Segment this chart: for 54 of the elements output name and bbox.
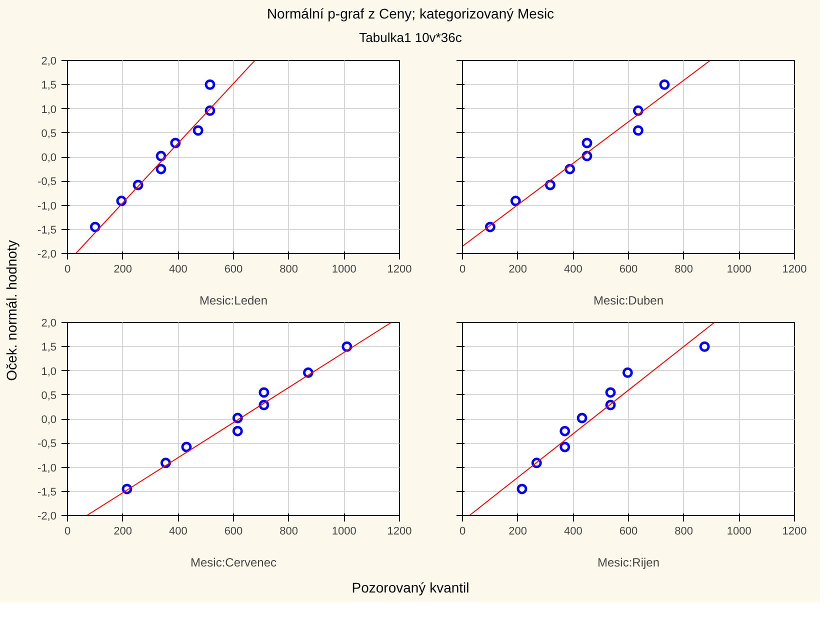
x-tick-label: 200 — [114, 526, 132, 538]
y-tick-label: 0,0 — [41, 152, 57, 164]
x-axis-title: Mesic:Cervenec — [190, 556, 277, 570]
x-tick-label: 0 — [459, 264, 466, 276]
x-tick-label: 1000 — [726, 526, 752, 538]
y-axis-title: Oček. normál. hodnoty — [4, 240, 20, 381]
chart-subtitle: Tabulka1 10v*36c — [359, 30, 462, 45]
y-tick-label: 0,5 — [41, 390, 57, 402]
chart-title: Normální p-graf z Ceny; kategorizovaný Mesic — [266, 6, 554, 22]
y-tick-label: 0,0 — [41, 414, 57, 426]
x-tick-label: 400 — [168, 264, 188, 276]
y-tick-label: -1,0 — [38, 200, 57, 212]
y-tick-label: -0,5 — [38, 176, 57, 188]
y-tick-label: 1,0 — [41, 104, 57, 116]
y-tick-label: 2,0 — [41, 56, 57, 68]
y-tick-label: -1,5 — [38, 224, 57, 236]
x-tick-label: 600 — [224, 264, 243, 276]
y-tick-label: -0,5 — [38, 438, 57, 450]
x-tick-label: 0 — [64, 526, 71, 538]
y-tick-label: 1,0 — [41, 366, 57, 378]
y-tick-label: 1,5 — [41, 80, 57, 92]
x-axis-title: Mesic:Rijen — [597, 556, 660, 570]
y-tick-label: -1,5 — [38, 486, 57, 498]
x-tick-label: 800 — [280, 526, 298, 538]
x-tick-label: 0 — [459, 526, 466, 538]
x-axis-title: Mesic:Leden — [199, 294, 268, 308]
y-tick-label: 0,5 — [41, 128, 57, 140]
y-tick-label: -1,0 — [38, 462, 57, 474]
x-tick-label: 1000 — [332, 526, 356, 538]
x-tick-label: 600 — [619, 264, 638, 276]
x-tick-label: 0 — [64, 264, 71, 276]
x-tick-label: 400 — [564, 264, 582, 276]
x-tick-label: 400 — [168, 526, 188, 538]
x-tick-label: 600 — [224, 526, 243, 538]
x-tick-label: 1200 — [387, 526, 412, 538]
x-tick-label: 1200 — [782, 264, 807, 276]
x-tick-label: 200 — [508, 264, 528, 276]
x-tick-label: 1000 — [332, 264, 356, 276]
x-tick-label: 1200 — [782, 526, 807, 538]
x-tick-label: 400 — [564, 526, 582, 538]
y-tick-label: 1,5 — [41, 342, 57, 354]
x-tick-label: 600 — [619, 526, 638, 538]
x-axis-title: Mesic:Duben — [593, 294, 664, 308]
x-tick-label: 1000 — [726, 264, 752, 276]
x-tick-label: 1200 — [387, 264, 412, 276]
y-tick-label: 2,0 — [41, 318, 57, 330]
y-tick-label: -2,0 — [38, 248, 57, 260]
x-tick-label: 200 — [114, 264, 132, 276]
y-tick-label: -2,0 — [38, 510, 57, 522]
x-tick-label: 200 — [508, 526, 528, 538]
x-tick-label: 800 — [280, 264, 298, 276]
x-tick-label: 800 — [674, 264, 694, 276]
x-tick-label: 800 — [674, 526, 694, 538]
text: Pozorovaný kvantil — [352, 580, 470, 596]
